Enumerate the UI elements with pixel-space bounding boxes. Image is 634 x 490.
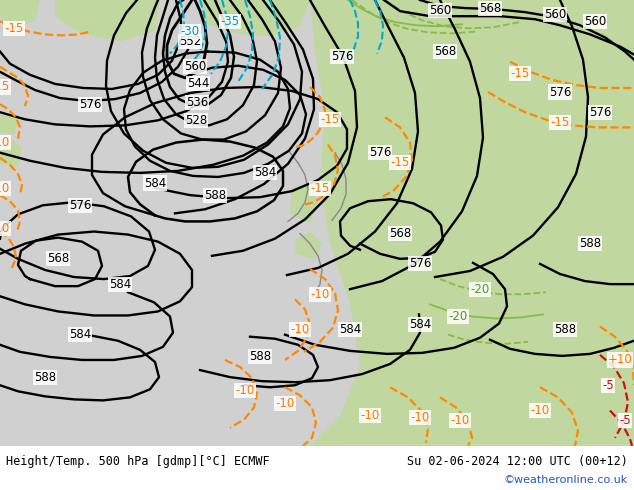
Text: Height/Temp. 500 hPa [gdmp][°C] ECMWF: Height/Temp. 500 hPa [gdmp][°C] ECMWF bbox=[6, 455, 269, 468]
Text: 568: 568 bbox=[479, 1, 501, 15]
Text: -10: -10 bbox=[531, 404, 550, 417]
Text: 588: 588 bbox=[204, 189, 226, 202]
Text: -15: -15 bbox=[0, 80, 10, 94]
Polygon shape bbox=[55, 0, 160, 42]
Text: 544: 544 bbox=[187, 77, 209, 91]
Text: 576: 576 bbox=[549, 86, 571, 98]
Text: 584: 584 bbox=[254, 167, 276, 179]
Text: -15: -15 bbox=[320, 113, 340, 126]
Text: 576: 576 bbox=[409, 257, 431, 270]
Text: -10: -10 bbox=[235, 384, 255, 397]
Text: ©weatheronline.co.uk: ©weatheronline.co.uk bbox=[504, 475, 628, 485]
Text: 584: 584 bbox=[109, 278, 131, 291]
Text: -10: -10 bbox=[0, 136, 10, 149]
Text: 528: 528 bbox=[185, 114, 207, 127]
Text: -10: -10 bbox=[360, 409, 380, 422]
Polygon shape bbox=[310, 0, 634, 446]
Text: 584: 584 bbox=[339, 323, 361, 336]
Text: -5: -5 bbox=[619, 414, 631, 427]
Text: 584: 584 bbox=[69, 328, 91, 341]
Text: -10: -10 bbox=[410, 411, 430, 424]
Text: 560: 560 bbox=[544, 8, 566, 21]
Text: 568: 568 bbox=[389, 227, 411, 240]
Polygon shape bbox=[0, 138, 22, 168]
Text: -15: -15 bbox=[550, 116, 569, 129]
Text: 552: 552 bbox=[179, 35, 201, 48]
Text: 584: 584 bbox=[144, 176, 166, 190]
Text: 588: 588 bbox=[554, 323, 576, 336]
Text: 536: 536 bbox=[186, 96, 208, 109]
Text: -10: -10 bbox=[0, 222, 10, 235]
Text: -10: -10 bbox=[290, 323, 309, 336]
Text: -10: -10 bbox=[275, 397, 295, 410]
Text: -30: -30 bbox=[181, 25, 200, 38]
Text: 560: 560 bbox=[584, 15, 606, 28]
Text: 568: 568 bbox=[47, 252, 69, 266]
Text: 576: 576 bbox=[69, 199, 91, 212]
Text: -15: -15 bbox=[510, 67, 529, 80]
Text: 576: 576 bbox=[79, 98, 101, 111]
Polygon shape bbox=[0, 0, 40, 26]
Text: -10: -10 bbox=[450, 414, 470, 427]
Text: -5: -5 bbox=[602, 379, 614, 392]
Text: 588: 588 bbox=[249, 350, 271, 364]
Text: -15: -15 bbox=[4, 22, 23, 35]
Text: 568: 568 bbox=[434, 45, 456, 58]
Text: 576: 576 bbox=[589, 106, 611, 119]
Polygon shape bbox=[295, 232, 322, 259]
Polygon shape bbox=[200, 0, 310, 36]
Text: -10: -10 bbox=[311, 288, 330, 301]
Text: 560: 560 bbox=[429, 3, 451, 17]
Polygon shape bbox=[290, 183, 318, 223]
Text: 576: 576 bbox=[369, 146, 391, 159]
Text: Su 02-06-2024 12:00 UTC (00+12): Su 02-06-2024 12:00 UTC (00+12) bbox=[407, 455, 628, 468]
Polygon shape bbox=[380, 264, 634, 446]
Text: 588: 588 bbox=[579, 237, 601, 250]
Text: -15: -15 bbox=[391, 156, 410, 169]
Text: -20: -20 bbox=[470, 283, 489, 295]
Text: -10: -10 bbox=[0, 182, 10, 195]
Text: -15: -15 bbox=[311, 182, 330, 195]
Text: -35: -35 bbox=[221, 15, 240, 28]
Text: 576: 576 bbox=[331, 50, 353, 63]
Text: -20: -20 bbox=[448, 310, 468, 323]
Text: 560: 560 bbox=[184, 60, 206, 73]
Text: +10: +10 bbox=[607, 353, 632, 367]
Text: 588: 588 bbox=[34, 370, 56, 384]
Text: 584: 584 bbox=[409, 318, 431, 331]
Polygon shape bbox=[0, 112, 18, 134]
